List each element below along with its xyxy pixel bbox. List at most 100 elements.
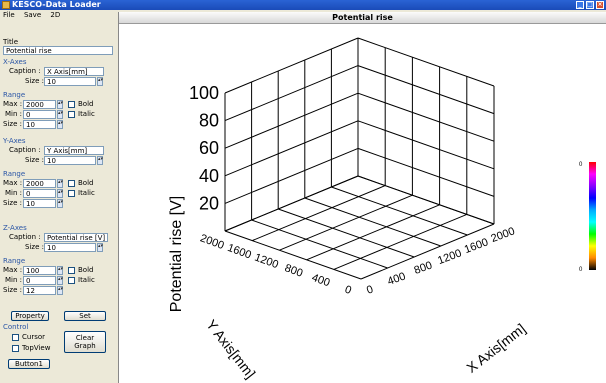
menu-bar: File Save 2D: [0, 10, 118, 20]
floor-gridline: [251, 219, 388, 269]
close-icon[interactable]: ×: [596, 1, 604, 9]
z-max-label: Max :: [3, 266, 23, 274]
x-max-spinner[interactable]: ▴▾: [57, 100, 63, 109]
settings-panel: Title Potential rise X-Axes Caption : X …: [0, 21, 118, 383]
property-button[interactable]: Property: [11, 311, 49, 321]
x-range-size-input[interactable]: 10: [23, 120, 56, 129]
x-caption-input[interactable]: X Axis[mm]: [44, 67, 104, 76]
z-range-size-input[interactable]: 12: [23, 286, 56, 295]
y-tick-label: 0: [343, 283, 353, 296]
floor-gridline: [224, 230, 362, 280]
y-caption-label: Caption :: [9, 146, 41, 154]
back-wall-gridline: [224, 147, 359, 204]
menu-2d[interactable]: 2D: [50, 11, 61, 19]
colorbar-bottom-label: 0: [579, 267, 583, 273]
y-caption-input[interactable]: Y Axis[mm]: [44, 146, 104, 155]
y-range-size-input[interactable]: 10: [23, 199, 56, 208]
floor-gridline: [333, 213, 467, 270]
floor-gridline: [252, 185, 386, 242]
maximize-icon[interactable]: □: [586, 1, 594, 9]
y-range-size-spinner[interactable]: ▴▾: [57, 199, 63, 208]
app-icon: [2, 1, 10, 9]
x-range-size-spinner[interactable]: ▴▾: [57, 120, 63, 129]
button1[interactable]: Button1: [8, 359, 50, 369]
y-italic-checkbox[interactable]: [68, 190, 75, 197]
z-bold-label: Bold: [78, 266, 94, 274]
z-axes-header: Z-Axes: [3, 224, 27, 232]
x-min-spinner[interactable]: ▴▾: [57, 110, 63, 119]
z-bold-checkbox[interactable]: [68, 267, 75, 274]
z-italic-label: Italic: [78, 276, 95, 284]
side-wall-gridline: [357, 65, 495, 115]
y-italic-label: Italic: [78, 189, 95, 197]
z-caption-label: Caption :: [9, 233, 41, 241]
z-size-input[interactable]: 10: [44, 243, 96, 252]
y-max-spinner[interactable]: ▴▾: [57, 179, 63, 188]
y-tick-label: 1200: [253, 252, 280, 272]
chart-title: Potential rise: [119, 12, 606, 24]
x-tick-label: 800: [412, 259, 433, 277]
z-italic-checkbox[interactable]: [68, 277, 75, 284]
z-max-spinner[interactable]: ▴▾: [57, 266, 63, 275]
x-axes-header: X-Axes: [3, 58, 27, 66]
back-wall-gridline: [224, 120, 359, 177]
floor-gridline: [278, 208, 415, 258]
colorbar-top-label: 0: [579, 162, 583, 168]
z-tick-label: 20: [199, 193, 219, 213]
z-tick-label: 60: [199, 138, 219, 158]
topview-checkbox[interactable]: [12, 345, 19, 352]
y-min-spinner[interactable]: ▴▾: [57, 189, 63, 198]
set-button[interactable]: Set: [64, 311, 106, 321]
y-min-input[interactable]: 0: [23, 189, 56, 198]
z-caption-input[interactable]: Potential rise [V]: [44, 233, 108, 242]
menu-save[interactable]: Save: [23, 11, 42, 19]
title-label: Title: [3, 38, 19, 46]
y-tick-label: 2000: [198, 232, 225, 252]
back-wall-gridline: [224, 65, 359, 122]
control-header: Control: [3, 323, 29, 331]
floor-gridline: [306, 204, 440, 261]
z-range-header: Range: [3, 257, 26, 265]
side-wall-gridline: [357, 147, 495, 197]
z-size-spinner[interactable]: ▴▾: [97, 243, 103, 252]
y-max-input[interactable]: 2000: [23, 179, 56, 188]
z-range-size-label: Size :: [3, 286, 22, 294]
x-italic-checkbox[interactable]: [68, 111, 75, 118]
back-wall-gridline: [224, 37, 359, 94]
y-size-input[interactable]: 10: [44, 156, 96, 165]
title-input[interactable]: Potential rise: [3, 46, 113, 55]
z-min-spinner[interactable]: ▴▾: [57, 276, 63, 285]
x-tick-label: 1600: [463, 236, 490, 256]
minimize-icon[interactable]: _: [576, 1, 584, 9]
x-size-input[interactable]: 10: [44, 77, 96, 86]
floor-gridline: [360, 223, 495, 280]
floor-gridline: [304, 197, 441, 247]
x-italic-label: Italic: [78, 110, 95, 118]
y-size-label: Size :: [25, 156, 44, 164]
cursor-checkbox[interactable]: [12, 334, 19, 341]
z-range-size-spinner[interactable]: ▴▾: [57, 286, 63, 295]
side-wall-gridline: [357, 92, 495, 142]
z-tick-label: 80: [199, 111, 219, 131]
menu-file[interactable]: File: [3, 11, 15, 19]
x-max-input[interactable]: 2000: [23, 100, 56, 109]
side-wall-gridline: [357, 120, 495, 170]
z-min-input[interactable]: 0: [23, 276, 56, 285]
x-tick-label: 1200: [436, 247, 463, 267]
clear-graph-button[interactable]: Clear Graph: [64, 331, 106, 353]
chart-window: Potential rise 100 80 60 40 20 2000 1600 1200 80…: [118, 12, 606, 383]
x-size-spinner[interactable]: ▴▾: [97, 77, 103, 86]
back-wall-gridline: [224, 175, 359, 232]
x-size-label: Size :: [25, 77, 44, 85]
y-size-spinner[interactable]: ▴▾: [97, 156, 103, 165]
y-range-size-label: Size :: [3, 199, 22, 207]
color-scale-bar: [589, 162, 596, 270]
window-title: KESCO-Data Loader: [12, 0, 101, 9]
z-max-input[interactable]: 100: [23, 266, 56, 275]
x-bold-checkbox[interactable]: [68, 101, 75, 108]
x-min-input[interactable]: 0: [23, 110, 56, 119]
y-bold-checkbox[interactable]: [68, 180, 75, 187]
side-wall-gridline: [357, 175, 495, 225]
floor-gridline: [279, 194, 413, 251]
